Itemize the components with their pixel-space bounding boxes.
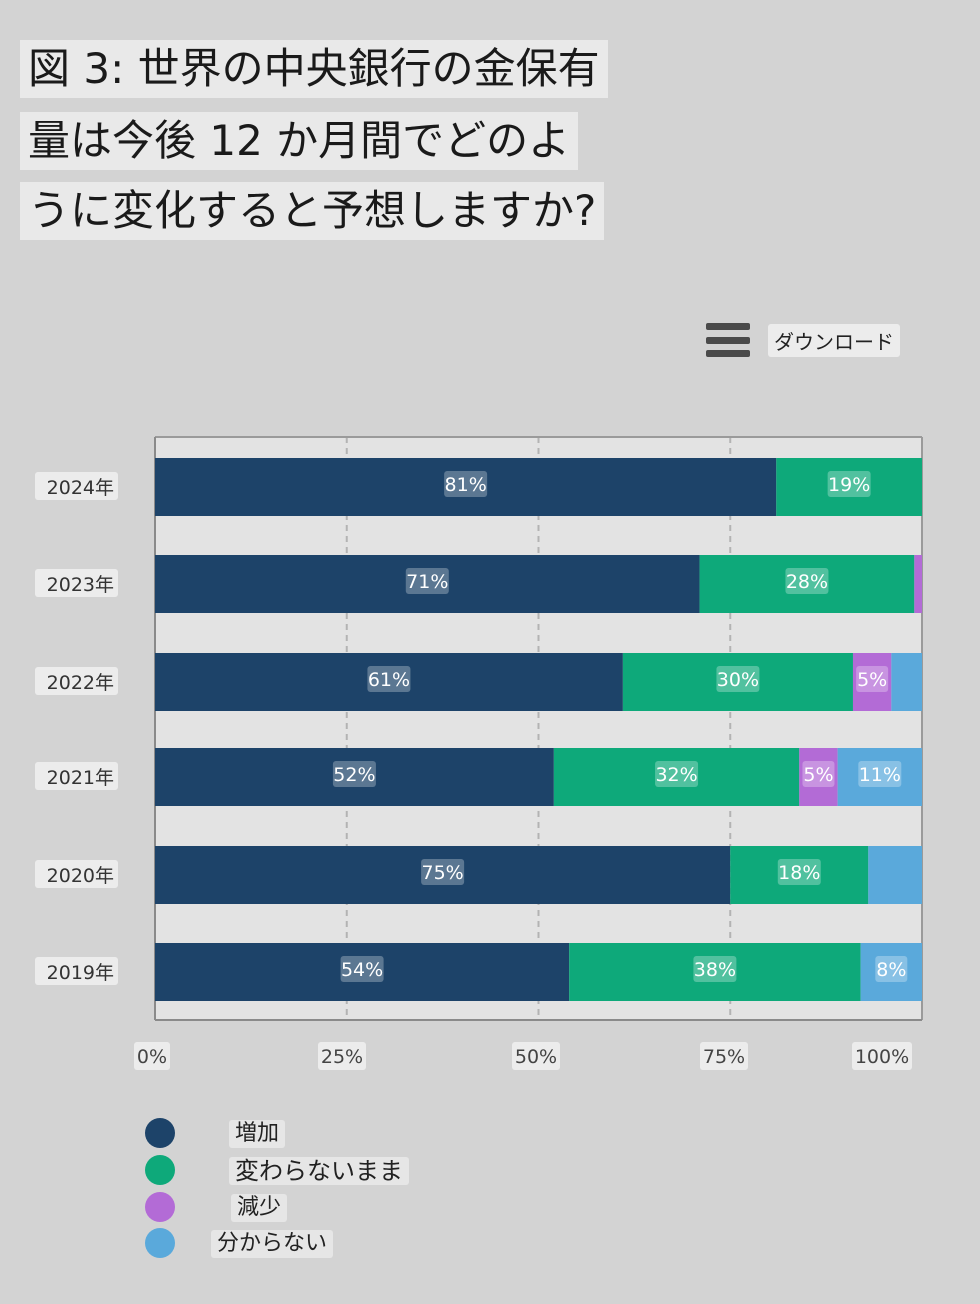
data-label-bg-2-4 <box>655 761 699 787</box>
stacked-bar-chart: 81% 19% 2024年 71% 28% 2023年 61% 30% 5% 2022年 52% 32… <box>35 436 923 1070</box>
x-tick-label-4: 75% <box>703 1046 745 1068</box>
category-label-bg-2 <box>35 569 118 597</box>
bar-segment-1-row-2 <box>155 555 700 613</box>
data-label-bg-2-5 <box>777 859 821 885</box>
data-label-bg-3-3 <box>856 666 889 692</box>
category-label-bg-3 <box>35 667 118 695</box>
data-label-bg-1-2 <box>405 568 449 594</box>
data-label-1-4: 52% <box>333 764 375 786</box>
data-label-bg-2-6 <box>693 956 737 982</box>
data-label-1-6: 54% <box>341 959 383 981</box>
chart-title-line-2: 量は今後 12 か月間でどのよ <box>20 112 579 170</box>
download-control[interactable]: ダウンロード <box>706 322 900 358</box>
bar-segment-2-row-4 <box>553 748 800 806</box>
data-label-2-2: 28% <box>786 571 828 593</box>
bar-segment-3-row-3 <box>852 653 892 711</box>
legend-label-increase: 増加 <box>229 1120 286 1148</box>
data-label-1-1: 81% <box>445 474 487 496</box>
bar-segment-1-row-5 <box>155 846 731 904</box>
bar-segment-4-row-6 <box>860 943 922 1001</box>
category-label-2: 2023年 <box>47 574 114 596</box>
data-label-bg-1-3 <box>367 666 411 692</box>
data-label-bg-4-6 <box>875 956 908 982</box>
legend-swatch-unchanged <box>145 1155 175 1185</box>
bar-segment-2-row-5 <box>730 846 869 904</box>
category-label-3: 2022年 <box>47 672 114 694</box>
bar-segment-2-row-2 <box>699 555 915 613</box>
bar-segment-1-row-3 <box>155 653 623 711</box>
x-tick-label-3: 50% <box>515 1046 557 1068</box>
bar-segment-1-row-6 <box>155 943 570 1001</box>
data-label-1-3: 61% <box>368 669 410 691</box>
data-label-bg-2-2 <box>785 568 829 594</box>
legend-item-decrease[interactable]: 減少 <box>145 1192 288 1222</box>
x-tick-bg-4 <box>700 1042 748 1070</box>
bar-segment-4-row-4 <box>837 748 922 806</box>
x-tick-label-2: 25% <box>321 1046 363 1068</box>
legend-label-unchanged: 変わらないまま <box>229 1157 409 1185</box>
data-label-4-4: 11% <box>859 764 901 786</box>
data-label-2-1: 19% <box>828 474 870 496</box>
x-tick-label-5: 100% <box>855 1046 909 1068</box>
data-label-bg-1-4 <box>332 761 376 787</box>
bar-segment-1-row-4 <box>155 748 554 806</box>
category-label-bg-4 <box>35 762 118 790</box>
data-label-bg-1-5 <box>421 859 465 885</box>
legend-item-unknown[interactable]: 分からない <box>145 1228 334 1258</box>
bar-segment-2-row-6 <box>569 943 861 1001</box>
bar-segment-4-row-5 <box>868 846 922 904</box>
legend-swatch-increase <box>145 1118 175 1148</box>
data-label-4-6: 8% <box>876 959 906 981</box>
data-label-bg-3-4 <box>802 761 835 787</box>
data-label-bg-4-4 <box>858 761 902 787</box>
legend-item-increase[interactable]: 増加 <box>145 1118 286 1148</box>
category-label-bg-5 <box>35 860 118 888</box>
category-label-bg-1 <box>35 472 118 500</box>
bar-segment-4-row-3 <box>891 653 922 711</box>
data-label-3-4: 5% <box>803 764 833 786</box>
x-tick-label-1: 0% <box>137 1046 167 1068</box>
data-label-2-3: 30% <box>717 669 759 691</box>
data-label-bg-1-1 <box>444 471 488 497</box>
bar-segment-1-row-1 <box>155 458 777 516</box>
x-tick-bg-5 <box>852 1042 912 1070</box>
category-label-4: 2021年 <box>47 767 114 789</box>
legend-label-decrease: 減少 <box>231 1194 288 1222</box>
bar-segment-3-row-4 <box>799 748 838 806</box>
x-tick-bg-1 <box>134 1042 170 1070</box>
data-label-bg-2-1 <box>827 471 871 497</box>
bar-segment-3-row-2 <box>914 555 922 613</box>
data-label-1-2: 71% <box>406 571 448 593</box>
legend-swatch-decrease <box>145 1192 175 1222</box>
category-label-6: 2019年 <box>47 962 114 984</box>
data-label-1-5: 75% <box>422 862 464 884</box>
data-label-2-4: 32% <box>655 764 697 786</box>
category-label-5: 2020年 <box>47 865 114 887</box>
legend-label-unknown: 分からない <box>211 1230 334 1258</box>
hamburger-menu-icon[interactable] <box>706 323 750 357</box>
category-label-bg-6 <box>35 957 118 985</box>
legend-item-unchanged[interactable]: 変わらないまま <box>145 1155 409 1185</box>
category-label-1: 2024年 <box>47 477 114 499</box>
bar-segment-2-row-1 <box>776 458 922 516</box>
data-label-bg-1-6 <box>340 956 384 982</box>
legend-swatch-unknown <box>145 1228 175 1258</box>
x-tick-bg-2 <box>318 1042 366 1070</box>
x-tick-bg-3 <box>512 1042 560 1070</box>
data-label-3-3: 5% <box>857 669 887 691</box>
bar-segment-2-row-3 <box>622 653 853 711</box>
chart-title-line-3: うに変化すると予想しますか? <box>20 182 605 240</box>
data-label-bg-2-3 <box>716 666 760 692</box>
data-label-2-5: 18% <box>778 862 820 884</box>
download-button[interactable]: ダウンロード <box>768 323 900 357</box>
data-label-2-6: 38% <box>694 959 736 981</box>
chart-title-line-1: 図 3: 世界の中央銀行の金保有 <box>20 40 608 98</box>
